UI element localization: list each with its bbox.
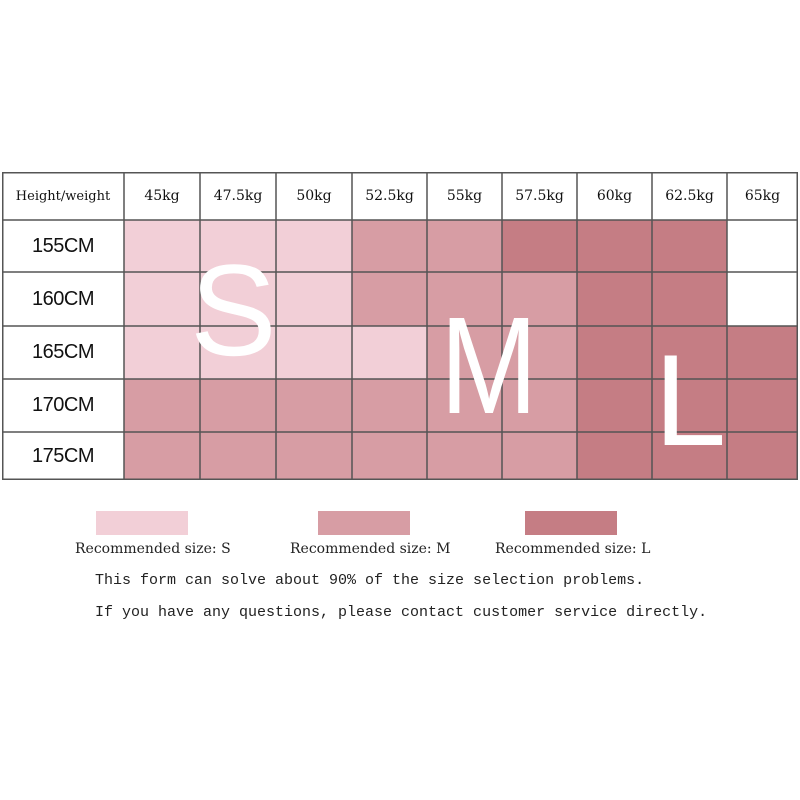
- zone-letter-l: L: [654, 327, 727, 473]
- size-cell-m: [200, 379, 276, 432]
- size-cell-s: [200, 220, 276, 272]
- size-cell-m: [427, 326, 502, 379]
- legend-swatch-s: [96, 511, 188, 535]
- size-cell-s: [124, 326, 200, 379]
- size-cell-l: [577, 432, 652, 480]
- weight-header: 55kg: [446, 188, 483, 204]
- size-cell-m: [276, 379, 352, 432]
- size-grid: [2, 172, 798, 480]
- size-cell-l: [577, 379, 652, 432]
- height-label: 175CM: [32, 444, 94, 467]
- size-cell-s: [352, 326, 427, 379]
- weight-header: 57.5kg: [515, 188, 564, 204]
- size-cell-l: [727, 379, 798, 432]
- size-cell-m: [427, 379, 502, 432]
- size-cell-l: [502, 220, 577, 272]
- size-cell-s: [276, 220, 352, 272]
- size-cell-m: [352, 432, 427, 480]
- height-label: 155CM: [32, 234, 94, 257]
- size-cell-m: [200, 432, 276, 480]
- size-cell-m: [427, 272, 502, 326]
- legend-swatch-m: [318, 511, 410, 535]
- size-cell-m: [427, 220, 502, 272]
- size-cell-s: [276, 272, 352, 326]
- weight-header: 60kg: [596, 188, 633, 204]
- size-cell-l: [652, 326, 727, 379]
- size-cell-m: [502, 379, 577, 432]
- weight-header: 52.5kg: [365, 188, 414, 204]
- size-cell-empty: [727, 220, 798, 272]
- size-cell-s: [124, 220, 200, 272]
- zone-letter-s: S: [190, 237, 277, 383]
- size-cell-l: [577, 272, 652, 326]
- size-cell-m: [502, 326, 577, 379]
- weight-header: 62.5kg: [665, 188, 714, 204]
- size-cell-l: [727, 432, 798, 480]
- note-line-2: If you have any questions, please contac…: [95, 604, 708, 621]
- size-cell-s: [200, 272, 276, 326]
- height-label: 160CM: [32, 287, 94, 310]
- weight-header: 65kg: [744, 188, 781, 204]
- size-cell-m: [124, 432, 200, 480]
- size-cell-m: [352, 379, 427, 432]
- size-cell-l: [727, 326, 798, 379]
- size-cell-m: [352, 272, 427, 326]
- weight-header: 45kg: [144, 188, 180, 204]
- legend-label-s: Recommended size: S: [75, 541, 231, 557]
- size-cell-m: [352, 220, 427, 272]
- size-cell-m: [124, 379, 200, 432]
- size-cell-l: [652, 220, 727, 272]
- size-cell-l: [577, 220, 652, 272]
- legend-swatch-l: [525, 511, 617, 535]
- note-line-1: This form can solve about 90% of the siz…: [95, 572, 645, 589]
- size-cell-l: [652, 272, 727, 326]
- size-cell-l: [652, 379, 727, 432]
- size-cell-s: [124, 272, 200, 326]
- size-cell-m: [276, 432, 352, 480]
- size-cell-empty: [727, 272, 798, 326]
- size-cell-l: [652, 432, 727, 480]
- size-cell-m: [427, 432, 502, 480]
- size-cell-l: [577, 326, 652, 379]
- corner-header: Height/weight: [15, 188, 111, 204]
- size-cell-s: [276, 326, 352, 379]
- weight-header: 50kg: [296, 188, 332, 204]
- zone-letter-m: M: [440, 289, 538, 443]
- height-label: 165CM: [32, 341, 94, 363]
- weight-header: 47.5kg: [213, 188, 263, 204]
- size-cell-s: [200, 326, 276, 379]
- size-chart-table: Height/weight 45kg 47.5kg 50kg 52.5kg 55kg 57.…: [2, 172, 798, 480]
- size-cell-m: [502, 272, 577, 326]
- height-label: 170CM: [32, 394, 94, 416]
- legend-label-m: Recommended size: M: [290, 541, 451, 557]
- legend-label-l: Recommended size: L: [495, 541, 651, 557]
- size-cell-m: [502, 432, 577, 480]
